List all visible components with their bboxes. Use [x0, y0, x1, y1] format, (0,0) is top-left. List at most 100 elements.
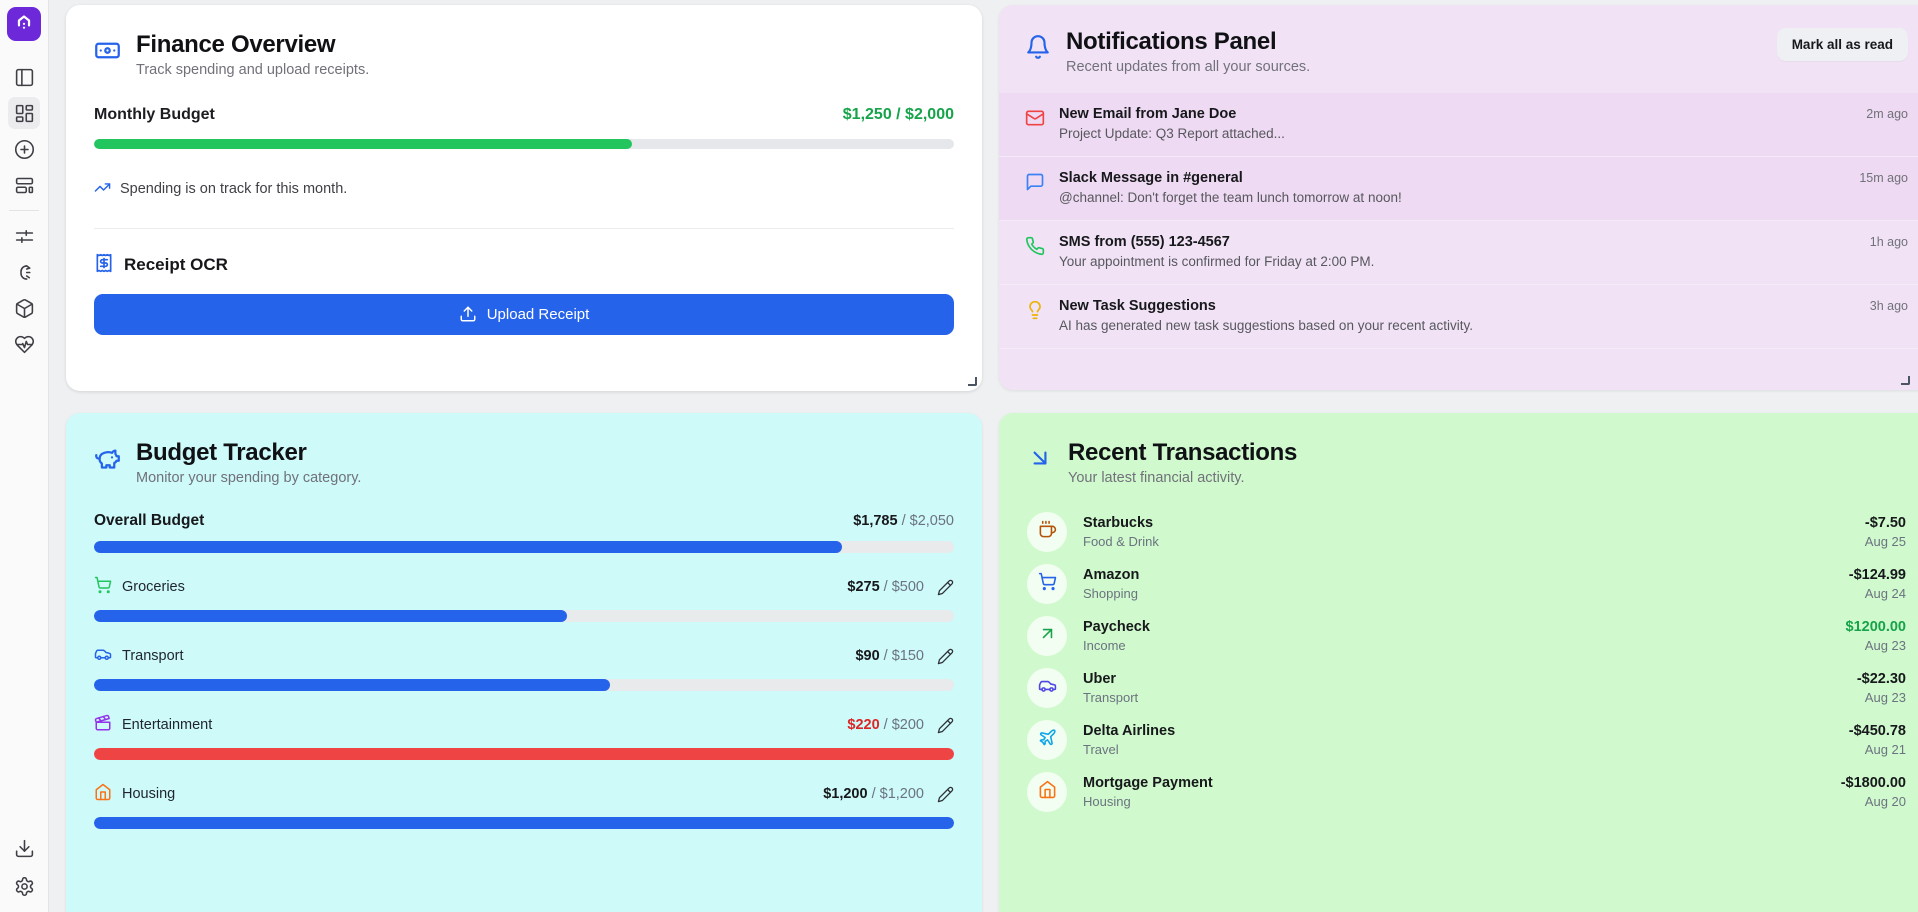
edit-category-button[interactable] [937, 648, 954, 665]
card-resize-handle[interactable] [968, 377, 977, 386]
transaction-date: Aug 23 [1864, 689, 1906, 705]
sidebar-item-bird[interactable] [8, 256, 40, 288]
transaction-row-uber[interactable]: Uber Transport -$22.30 Aug 23 [1027, 662, 1906, 714]
sidebar-item-layouts[interactable] [8, 169, 40, 201]
lightbulb-icon [1025, 300, 1045, 325]
transaction-name: Uber [1083, 670, 1117, 687]
notifications-subtitle: Recent updates from all your sources. [1066, 58, 1311, 75]
transaction-name: Starbucks [1083, 514, 1154, 531]
sidebar-item-sliders[interactable] [8, 220, 40, 252]
shopping-cart-icon [1038, 572, 1057, 596]
notification-item-tasks[interactable]: New Task Suggestions AI has generated ne… [999, 285, 1918, 349]
notification-item-sms[interactable]: SMS from (555) 123-4567 Your appointment… [999, 221, 1918, 285]
notification-title: SMS from (555) 123-4567 [1059, 233, 1230, 250]
budget-category-entertainment: Entertainment $220 / $200 [94, 714, 954, 760]
sliders-icon [15, 229, 33, 243]
notifications-title: Notifications Panel [1066, 28, 1277, 55]
edit-category-button[interactable] [937, 786, 954, 803]
sidebar [0, 0, 49, 912]
trending-up-icon [94, 179, 111, 200]
budget-category-groceries: Groceries $275 / $500 [94, 576, 954, 622]
transaction-row-paycheck[interactable]: Paycheck Income $1200.00 Aug 23 [1027, 610, 1906, 662]
edit-category-button[interactable] [937, 717, 954, 734]
sidebar-item-dashboard[interactable] [8, 97, 40, 129]
arrow-up-right-icon [1038, 624, 1057, 648]
transaction-amount: -$124.99 [1848, 566, 1906, 583]
overall-budget-value: $1,785 / $2,050 [853, 512, 954, 529]
sidebar-item-package[interactable] [8, 292, 40, 324]
transaction-avatar [1027, 563, 1067, 604]
budget-category-transport: Transport $90 / $150 [94, 645, 954, 691]
sidebar-toggle-button[interactable] [8, 61, 40, 93]
notification-time: 2m ago [1866, 106, 1908, 121]
transaction-category: Income [1083, 637, 1126, 653]
transaction-category: Shopping [1083, 585, 1138, 601]
transactions-title: Recent Transactions [1068, 439, 1298, 466]
settings-button[interactable] [8, 870, 40, 902]
sidebar-item-add[interactable] [8, 133, 40, 165]
transaction-row-amazon[interactable]: Amazon Shopping -$124.99 Aug 24 [1027, 558, 1906, 610]
receipt-icon [94, 253, 114, 278]
notification-body: AI has generated new task suggestions ba… [1059, 317, 1473, 333]
notifications-panel-card: Notifications Panel Recent updates from … [999, 5, 1918, 390]
transaction-date: Aug 20 [1864, 793, 1906, 809]
category-name: Transport [122, 648, 184, 665]
card-resize-handle[interactable] [1901, 376, 1910, 385]
category-value: $275 / $500 [847, 579, 924, 596]
pencil-icon [937, 717, 954, 733]
overall-budget-row: Overall Budget $1,785 / $2,050 [94, 512, 954, 553]
package-icon [15, 298, 33, 318]
home-icon [1038, 780, 1057, 804]
notification-item-email[interactable]: New Email from Jane Doe Project Update: … [999, 92, 1918, 157]
app-logo[interactable] [7, 7, 41, 41]
transaction-name: Paycheck [1083, 618, 1150, 635]
upload-icon [460, 306, 476, 322]
upload-receipt-button[interactable]: Upload Receipt [94, 293, 954, 335]
sidebar-item-health[interactable] [8, 328, 40, 360]
overall-budget-progress [94, 540, 954, 553]
monthly-budget-value: $1,250 / $2,000 [842, 105, 954, 123]
sidebar-divider [9, 210, 39, 211]
transaction-row-starbucks[interactable]: Starbucks Food & Drink -$7.50 Aug 25 [1027, 506, 1906, 558]
transaction-avatar [1027, 771, 1067, 812]
download-button[interactable] [8, 832, 40, 864]
phone-icon [1025, 236, 1045, 261]
finance-subtitle: Track spending and upload receipts. [136, 61, 370, 78]
finance-divider [94, 227, 954, 229]
bird-icon [19, 264, 31, 280]
notification-item-slack[interactable]: Slack Message in #general @channel: Don'… [999, 156, 1918, 221]
transaction-avatar [1027, 719, 1067, 760]
transaction-row-delta[interactable]: Delta Airlines Travel -$450.78 Aug 21 [1027, 714, 1906, 766]
category-progress [94, 747, 954, 760]
arrow-down-right-icon [1027, 445, 1053, 476]
edit-category-button[interactable] [937, 579, 954, 596]
mark-all-read-button[interactable]: Mark all as read [1776, 28, 1908, 61]
finance-title: Finance Overview [136, 31, 336, 58]
monthly-budget-progress [94, 138, 954, 149]
transaction-category: Food & Drink [1083, 533, 1159, 549]
budget-title: Budget Tracker [136, 439, 307, 466]
transaction-name: Delta Airlines [1083, 722, 1176, 739]
transaction-category: Housing [1083, 793, 1131, 809]
notification-title: New Email from Jane Doe [1059, 105, 1237, 122]
notification-title: Slack Message in #general [1059, 169, 1243, 186]
notification-title: New Task Suggestions [1059, 297, 1216, 314]
transactions-list: Starbucks Food & Drink -$7.50 Aug 25 Ama… [1027, 506, 1906, 818]
notification-time: 15m ago [1859, 170, 1908, 185]
transaction-row-mortgage[interactable]: Mortgage Payment Housing -$1800.00 Aug 2… [1027, 766, 1906, 818]
message-square-icon [1025, 172, 1045, 197]
transaction-date: Aug 23 [1864, 637, 1906, 653]
notification-time: 3h ago [1869, 298, 1908, 313]
category-value: $1,200 / $1,200 [823, 786, 924, 803]
category-name: Entertainment [122, 717, 213, 734]
category-name: Groceries [122, 579, 185, 596]
coffee-icon [1038, 520, 1057, 544]
transaction-amount: -$7.50 [1864, 514, 1906, 531]
mail-icon [1025, 108, 1045, 133]
pencil-icon [937, 579, 954, 595]
car-icon [1038, 676, 1057, 700]
transactions-subtitle: Your latest financial activity. [1068, 469, 1245, 486]
dashboard-grid-icon [15, 104, 33, 122]
clapperboard-icon [94, 714, 112, 737]
notification-body: Project Update: Q3 Report attached... [1059, 125, 1285, 141]
